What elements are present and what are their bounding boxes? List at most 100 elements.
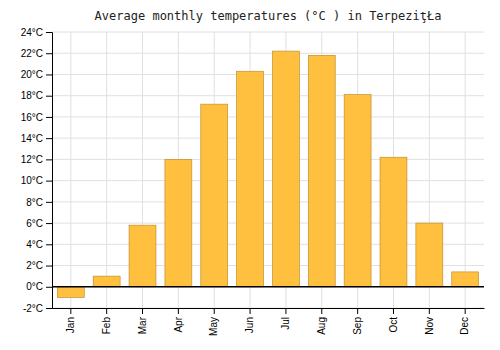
y-tick-label: 16°C: [21, 112, 43, 123]
y-tick-label: 6°C: [26, 218, 43, 229]
grid-line-y: [52, 74, 484, 75]
x-tick-mark: [178, 308, 179, 314]
x-tick: Sep: [352, 308, 363, 335]
bar: [165, 159, 192, 286]
y-tick-label: 8°C: [26, 197, 43, 208]
bar: [237, 71, 264, 286]
y-tick-label: 12°C: [21, 154, 43, 165]
chart-title: Average monthly temperatures (°C ) in Te…: [95, 9, 442, 23]
x-tick: Jan: [65, 308, 76, 333]
bar: [129, 225, 156, 287]
y-tick: 14°C: [21, 133, 52, 144]
grid-line-x: [106, 32, 107, 308]
x-tick: Apr: [173, 308, 184, 333]
y-tick-label: 22°C: [21, 48, 43, 59]
y-tick: 24°C: [21, 27, 52, 38]
y-tick: 6°C: [26, 218, 52, 229]
grid-line-y: [52, 116, 484, 117]
y-tick-mark: [46, 159, 52, 160]
x-tick-mark: [321, 308, 322, 314]
x-tick: Dec: [459, 308, 470, 335]
x-tick-mark: [285, 308, 286, 314]
y-axis-line: [46, 33, 53, 309]
y-tick-label: 0°C: [26, 281, 43, 292]
x-tick-label: Feb: [101, 317, 112, 335]
bar: [344, 95, 371, 287]
x-tick-label: Dec: [459, 317, 470, 335]
grid-line-y: [52, 138, 484, 139]
grid-line-y: [52, 53, 484, 54]
y-tick-mark: [46, 96, 52, 97]
x-tick-mark: [357, 308, 358, 314]
y-tick: 22°C: [21, 48, 52, 59]
x-tick-mark: [142, 308, 143, 314]
y-tick: 10°C: [21, 175, 52, 186]
y-tick: 8°C: [26, 197, 52, 208]
x-tick: Oct: [388, 308, 399, 333]
bars: [57, 51, 478, 297]
y-tick-label: 18°C: [21, 90, 43, 101]
bar: [416, 223, 443, 287]
x-axis: Jan Feb Mar Apr May Jun Jul Aug Sep Oct Nov Dec: [53, 308, 485, 336]
grid-line-x: [70, 32, 71, 308]
y-tick-mark: [46, 202, 52, 203]
bar: [93, 276, 120, 287]
x-tick-label: Aug: [316, 317, 327, 335]
y-tick: 12°C: [21, 154, 52, 165]
x-tick-label: Nov: [424, 317, 435, 335]
bar: [57, 287, 84, 298]
y-tick-mark: [46, 53, 52, 54]
y-tick-label: 20°C: [21, 69, 43, 80]
x-tick-label: Jun: [244, 317, 255, 333]
y-tick-mark: [46, 244, 52, 245]
y-tick-mark: [46, 138, 52, 139]
y-axis: -2°C 0°C 2°C 4°C 6°C 8°C 10°C 12°C 14°C 16°C 18°C 2…: [21, 27, 53, 314]
x-tick-label: Jul: [280, 317, 291, 330]
y-tick-mark: [46, 32, 52, 33]
y-tick-mark: [46, 287, 52, 288]
x-tick: May: [208, 308, 219, 336]
bar: [380, 157, 407, 287]
bar: [308, 55, 335, 286]
x-tick-label: Oct: [388, 317, 399, 333]
y-tick-mark: [46, 181, 52, 182]
x-tick: Jun: [244, 308, 255, 333]
x-tick-mark: [393, 308, 394, 314]
y-tick-label: -2°C: [23, 303, 43, 314]
y-tick-mark: [46, 74, 52, 75]
grid-line-y: [52, 201, 484, 202]
grid-line-y: [52, 286, 484, 287]
x-tick-label: Jan: [65, 317, 76, 333]
x-tick-mark: [429, 308, 430, 314]
x-tick-mark: [214, 308, 215, 314]
y-tick-label: 4°C: [26, 239, 43, 250]
y-tick: 18°C: [21, 90, 52, 101]
x-tick: Feb: [101, 308, 112, 334]
y-tick: 0°C: [26, 281, 52, 292]
y-tick-mark: [46, 266, 52, 267]
y-tick: 16°C: [21, 112, 52, 123]
y-tick-mark: [46, 223, 52, 224]
x-tick-label: Apr: [173, 316, 184, 332]
x-tick-label: May: [208, 317, 219, 336]
grid-line-y: [52, 180, 484, 181]
x-tick: Nov: [424, 308, 435, 335]
x-tick-label: Mar: [137, 316, 148, 334]
y-tick-label: 10°C: [21, 175, 43, 186]
grid-line-x: [465, 32, 466, 308]
x-axis-line: [53, 308, 485, 309]
y-tick: 20°C: [21, 69, 52, 80]
x-tick: Mar: [137, 308, 148, 334]
grid: [52, 32, 484, 308]
bar: [201, 104, 228, 287]
y-tick-label: 14°C: [21, 133, 43, 144]
grid-line-y: [52, 308, 484, 309]
y-tick: 2°C: [26, 260, 52, 271]
x-tick-mark: [106, 308, 107, 314]
y-tick-label: 2°C: [26, 260, 43, 271]
plot-area: -2°C 0°C 2°C 4°C 6°C 8°C 10°C 12°C 14°C 16°C 18°C 2…: [21, 27, 485, 336]
y-tick-mark: [46, 117, 52, 118]
bar: [272, 51, 299, 287]
grid-line-y: [52, 32, 484, 33]
x-tick: Jul: [280, 308, 291, 330]
